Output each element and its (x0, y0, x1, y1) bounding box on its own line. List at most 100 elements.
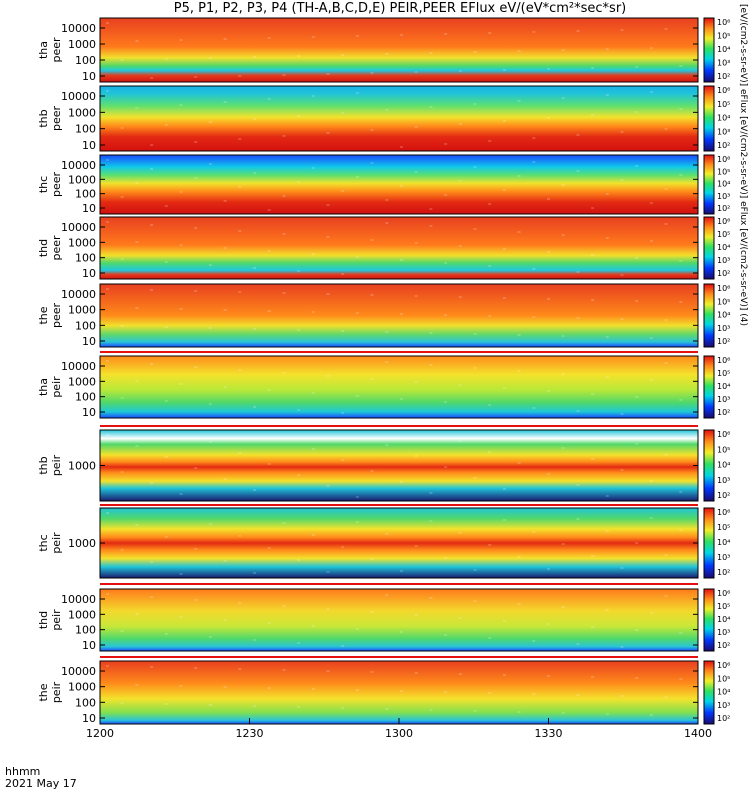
spectrogram-texture (547, 251, 550, 253)
spectrogram-texture (414, 295, 418, 297)
spectrogram-texture (282, 195, 286, 197)
spectrogram-texture (458, 532, 462, 534)
x-tick-label: 1300 (385, 727, 413, 740)
colorbar (703, 17, 715, 83)
spectrogram-texture (649, 480, 653, 482)
spectrogram-texture (385, 331, 389, 333)
spectrogram-texture (547, 623, 550, 625)
spectrogram-texture (253, 328, 256, 330)
spectrogram-texture (194, 177, 198, 179)
spectrogram-texture (605, 609, 609, 611)
spectrogram-texture (561, 335, 565, 337)
spectrogram-texture (106, 159, 109, 161)
spectrogram-texture (385, 708, 389, 710)
spectrogram-texture (635, 542, 639, 544)
panel-frame (99, 588, 699, 652)
spectrogram-texture (179, 573, 183, 575)
spectrogram-texture (400, 185, 403, 187)
colorbar-tick-label: 10⁶ (717, 589, 730, 598)
panel-label-probe: tha (37, 41, 50, 59)
colorbar-tick-label: 10⁶ (717, 18, 730, 27)
spectrogram-texture (591, 626, 595, 628)
spectrogram-texture (223, 247, 227, 249)
spectrogram-texture (429, 709, 433, 711)
spectrogram-texture (267, 389, 271, 391)
colorbar-tick-label: 10⁴ (717, 114, 730, 123)
spectrogram-texture (355, 92, 359, 94)
spectrogram-texture (179, 104, 183, 106)
spectrogram-texture (547, 198, 550, 200)
spectrogram-texture (591, 555, 595, 557)
panel-separator (100, 504, 698, 506)
spectrogram-texture (370, 294, 374, 296)
spectrogram-texture (591, 67, 595, 69)
spectrogram-texture (179, 308, 183, 310)
panel-frame (99, 85, 699, 152)
spectrogram-texture (576, 518, 580, 520)
panel-label-species: peer (50, 172, 63, 198)
spectrogram-texture (253, 267, 256, 269)
colorbar-tick-label: 10⁴ (717, 180, 730, 189)
spectrogram-texture (135, 445, 139, 447)
x-tick-label: 1230 (236, 727, 264, 740)
spectrogram-texture (532, 407, 536, 409)
spectrogram-texture (444, 33, 448, 35)
y-tick-label: 10 (82, 267, 96, 280)
spectrogram-texture (517, 370, 521, 372)
spectrogram-texture (135, 684, 139, 686)
spectrogram-texture (164, 400, 168, 402)
colorbar-tick-label: 10² (717, 141, 730, 150)
spectrogram-texture (473, 51, 477, 53)
spectrogram-texture (605, 376, 609, 378)
spectrogram-texture (164, 124, 168, 126)
spectrogram-texture (150, 168, 154, 170)
colorbar-tick-label: 10³ (717, 628, 730, 637)
spectrogram-texture (488, 544, 492, 546)
spectrogram-texture (517, 556, 521, 558)
y-tick-label: 10000 (61, 159, 96, 172)
spectrogram-texture (502, 248, 506, 250)
spectrogram-texture (341, 54, 345, 56)
colorbar (703, 355, 715, 419)
spectrogram-texture (664, 362, 668, 364)
spectrogram-texture (635, 300, 639, 302)
spectrogram-texture (429, 364, 433, 366)
spectrogram-texture (444, 262, 448, 264)
y-tick-label: 10 (82, 639, 96, 652)
spectrogram-texture (620, 567, 624, 569)
colorbar-tick-label: 10⁴ (717, 45, 730, 54)
colorbar-tick-label: 10² (717, 204, 730, 213)
spectrogram-texture (591, 458, 595, 460)
spectrogram-texture (429, 597, 433, 599)
spectrogram-texture (223, 386, 227, 388)
y-tick-label: 1000 (68, 537, 96, 550)
spectrogram-texture (282, 372, 286, 374)
spectrogram-texture (326, 236, 330, 238)
y-tick-label: 10000 (61, 288, 96, 301)
spectrogram-texture (179, 244, 183, 246)
y-tick-label: 10 (82, 712, 96, 725)
spectrogram-texture (341, 330, 345, 332)
colorbar-tick-label: 10⁶ (717, 284, 730, 293)
spectrogram-texture (576, 643, 580, 645)
colorbar-tick-label: 10⁶ (717, 356, 730, 365)
spectrogram-texture (267, 622, 271, 624)
spectrogram-texture (414, 71, 418, 73)
date-label: 2021 May 17 (5, 777, 77, 790)
spectrogram-texture (649, 714, 653, 716)
spectrogram-texture (297, 474, 301, 476)
spectrogram-texture (370, 671, 374, 673)
spectrogram-texture (517, 175, 521, 177)
spectrogram-texture (297, 270, 301, 272)
spectrogram-texture (532, 268, 536, 270)
spectrogram-texture (208, 704, 212, 706)
spectrogram-texture (282, 135, 286, 137)
spectrogram-texture (120, 702, 124, 704)
spectrogram-texture (620, 29, 624, 31)
spectrogram-texture (679, 399, 683, 401)
spectrogram-texture (414, 455, 418, 457)
panel-label-probe: the (37, 683, 50, 701)
spectrogram-texture (400, 398, 403, 400)
spectrogram-texture (194, 467, 198, 469)
